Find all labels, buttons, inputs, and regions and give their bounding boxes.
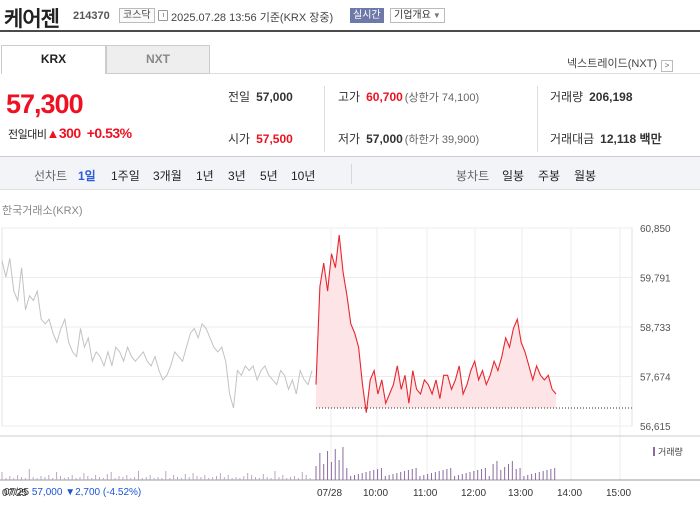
nxt-link[interactable]: 넥스트레이드(NXT) > [567, 55, 674, 72]
candle-daily-button[interactable]: 일봉 [502, 169, 525, 183]
prev-day-summary: 07/25 57,000 ▼2,700 (-4.52%) [4, 487, 141, 498]
x-tick-label: 07/28 [317, 488, 342, 499]
y-tick-label: 56,615 [640, 422, 671, 433]
realtime-badge[interactable]: 실시간 [350, 8, 384, 23]
company-overview-button[interactable]: 기업개요 ▼ [390, 8, 445, 23]
chevron-down-icon: ▼ [432, 11, 441, 20]
period-1y-button[interactable]: 1년 [196, 169, 214, 183]
candle-chart-label: 봉차트 [456, 169, 490, 183]
stat-label: 저가 [338, 132, 361, 146]
y-tick-label: 60,850 [640, 224, 671, 235]
nxt-link-label: 넥스트레이드(NXT) [567, 58, 658, 70]
tab-divider [210, 73, 700, 74]
stat-amount: 거래대금 12,118 백만 [550, 130, 662, 147]
change-value: 300 [58, 125, 81, 141]
stock-header: 케어젠 214370 코스닥 2025.07.28 13:56 기준(KRX 장… [0, 0, 700, 32]
stock-code: 214370 [73, 10, 110, 22]
today-line [315, 234, 557, 413]
market-badge: 코스닥 [119, 8, 155, 23]
period-3m-button[interactable]: 3개월 [153, 169, 182, 183]
y-tick-label: 58,733 [640, 323, 671, 334]
x-tick-label: 10:00 [363, 488, 388, 499]
tab-nxt[interactable]: NXT [106, 45, 210, 74]
change-label: 전일대비 [8, 129, 47, 141]
chart-source: 한국거래소(KRX) [2, 205, 83, 217]
period-1w-button[interactable]: 1주일 [111, 169, 140, 183]
chart-toolbar: 선차트 1일 1주일 3개월 1년 3년 5년 10년 봉차트 일봉 주봉 월봉 [0, 157, 700, 190]
x-tick-label: 13:00 [508, 488, 533, 499]
stat-divider [324, 86, 325, 152]
chevron-right-icon: > [661, 60, 674, 72]
stat-value: 12,118 백만 [600, 132, 662, 146]
y-tick-label: 59,791 [640, 274, 671, 285]
x-tick-label: 14:00 [557, 488, 582, 499]
stock-name: 케어젠 [4, 8, 60, 31]
stat-label: 전일 [228, 90, 251, 104]
prev-change: ▼2,700 [65, 487, 101, 498]
prev-date: 07/25 [4, 487, 30, 498]
x-tick-label: 07/25 [2, 488, 27, 499]
stat-value: 60,700 [366, 90, 403, 104]
stat-value: 206,198 [589, 90, 633, 104]
period-5y-button[interactable]: 5년 [260, 169, 278, 183]
today-area-fill [316, 235, 556, 413]
period-1d-button[interactable]: 1일 [78, 169, 96, 183]
tab-krx[interactable]: KRX [1, 45, 106, 74]
period-3y-button[interactable]: 3년 [228, 169, 246, 183]
stat-label: 시가 [228, 132, 251, 146]
toolbar-divider [351, 164, 352, 184]
volume-legend: 거래량 [653, 445, 683, 458]
x-tick-label: 12:00 [461, 488, 486, 499]
current-price: 57,300 [6, 89, 84, 119]
prev-day-line [1, 258, 313, 409]
stat-low: 저가 57,000 (하한가 39,900) [338, 130, 479, 147]
up-triangle-icon: ▲ [46, 126, 59, 141]
stat-label: 거래대금 [550, 132, 595, 146]
stat-label: 거래량 [550, 90, 584, 104]
prev-close: 57,000 [31, 487, 63, 498]
upper-limit: (상한가 74,100) [404, 92, 480, 104]
stat-volume: 거래량 206,198 [550, 88, 633, 105]
company-overview-label: 기업개요 [394, 10, 431, 21]
stat-open: 시가 57,500 [228, 130, 293, 147]
stat-value: 57,000 [256, 90, 293, 104]
x-tick-label: 11:00 [413, 488, 438, 499]
stat-high: 고가 60,700 (상한가 74,100) [338, 88, 479, 105]
stat-divider [537, 86, 538, 152]
section-divider [0, 156, 700, 157]
line-chart-label: 선차트 [34, 169, 68, 183]
x-tick-label: 15:00 [606, 488, 631, 499]
prev-change-pct: (-4.52%) [102, 487, 142, 498]
change-percent: +0.53% [86, 125, 132, 141]
stat-prev: 전일 57,000 [228, 88, 293, 105]
as-of-time: 2025.07.28 13:56 기준(KRX 장중) [171, 12, 334, 24]
stat-label: 고가 [338, 90, 361, 104]
period-10y-button[interactable]: 10년 [291, 169, 316, 183]
candle-monthly-button[interactable]: 월봉 [574, 169, 597, 183]
lower-limit: (하한가 39,900) [404, 134, 480, 146]
candle-weekly-button[interactable]: 주봉 [538, 169, 561, 183]
stat-value: 57,000 [366, 132, 403, 146]
clock-icon [158, 10, 168, 21]
stat-value: 57,500 [256, 132, 293, 146]
price-change: 전일대비▲300 +0.53% [8, 125, 132, 142]
y-tick-label: 57,674 [640, 373, 671, 384]
